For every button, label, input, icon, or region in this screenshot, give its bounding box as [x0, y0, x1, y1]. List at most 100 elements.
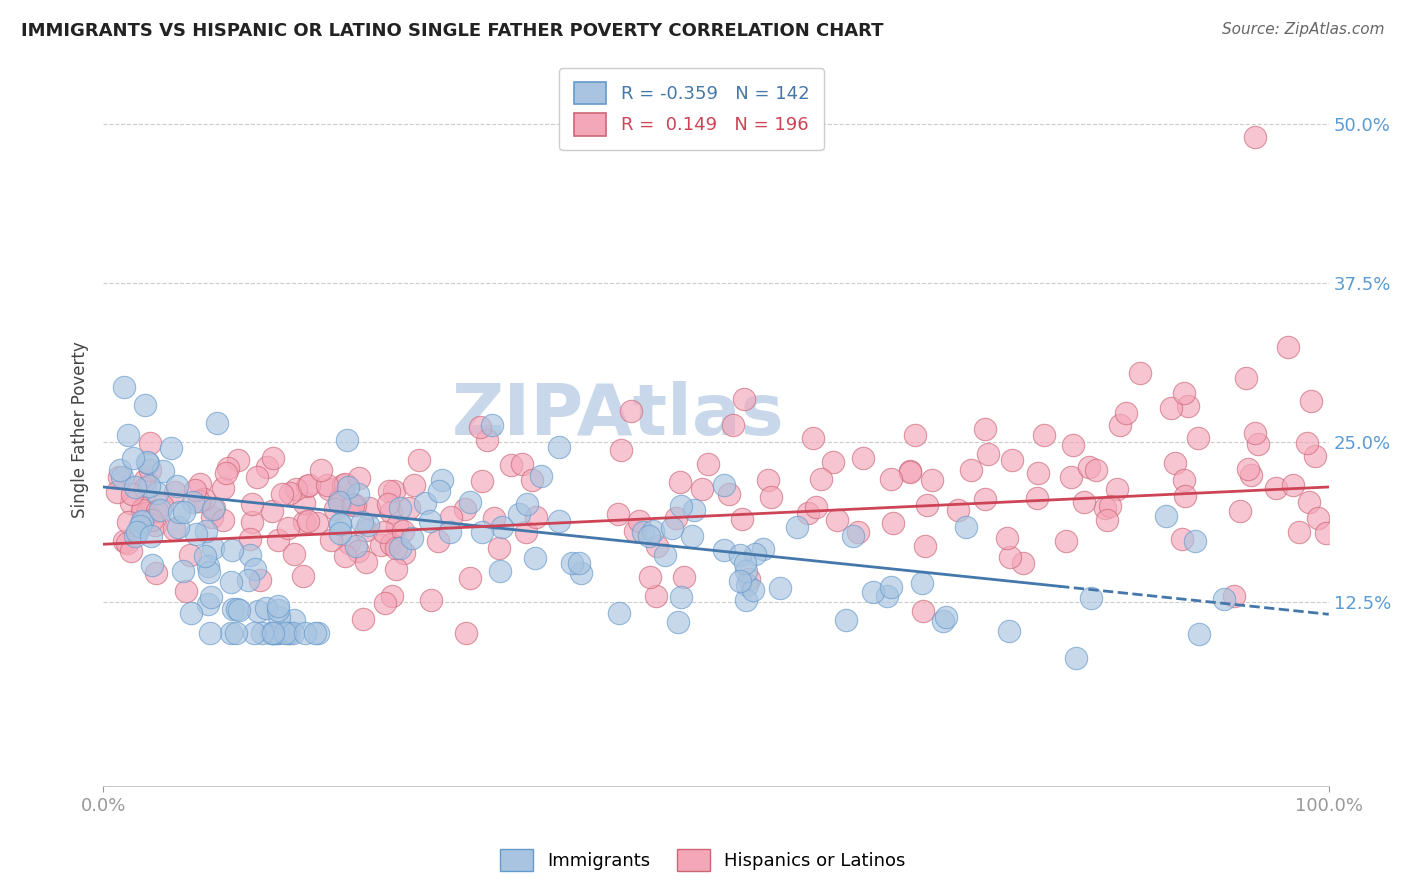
Point	[292, 496, 315, 510]
Point	[202, 500, 225, 515]
Point	[1173, 473, 1195, 487]
Point	[143, 518, 166, 533]
Point	[323, 501, 346, 516]
Point	[340, 496, 363, 510]
Point	[735, 592, 758, 607]
Point	[482, 511, 505, 525]
Point	[491, 520, 513, 534]
Point	[643, 524, 665, 538]
Point	[283, 613, 305, 627]
Point	[283, 547, 305, 561]
Point	[307, 626, 329, 640]
Point	[645, 589, 668, 603]
Point	[387, 519, 409, 533]
Point	[195, 524, 218, 538]
Point	[120, 544, 142, 558]
Point	[752, 542, 775, 557]
Point	[297, 479, 319, 493]
Point	[499, 458, 522, 472]
Point	[357, 501, 380, 516]
Legend: R = -0.359   N = 142, R =  0.149   N = 196: R = -0.359 N = 142, R = 0.149 N = 196	[560, 68, 824, 150]
Point	[179, 548, 201, 562]
Point	[1129, 366, 1152, 380]
Point	[568, 556, 591, 570]
Point	[347, 543, 370, 558]
Point	[329, 496, 352, 510]
Point	[530, 469, 553, 483]
Point	[226, 602, 249, 616]
Point	[510, 457, 533, 471]
Point	[246, 604, 269, 618]
Point	[252, 626, 274, 640]
Point	[342, 498, 364, 512]
Point	[733, 392, 755, 406]
Point	[125, 525, 148, 540]
Point	[1298, 495, 1320, 509]
Point	[354, 523, 377, 537]
Point	[122, 450, 145, 465]
Point	[1281, 477, 1303, 491]
Point	[1164, 456, 1187, 470]
Point	[879, 472, 901, 486]
Point	[1105, 482, 1128, 496]
Point	[292, 515, 315, 529]
Point	[475, 433, 498, 447]
Point	[131, 515, 153, 529]
Point	[309, 463, 332, 477]
Point	[344, 498, 367, 512]
Point	[959, 463, 981, 477]
Point	[108, 463, 131, 477]
Point	[266, 626, 288, 640]
Point	[163, 484, 186, 499]
Point	[508, 507, 530, 521]
Point	[419, 593, 441, 607]
Point	[391, 524, 413, 538]
Point	[1073, 495, 1095, 509]
Point	[671, 590, 693, 604]
Point	[352, 515, 374, 529]
Point	[131, 515, 153, 529]
Point	[1025, 491, 1047, 505]
Point	[226, 452, 249, 467]
Point	[522, 473, 544, 487]
Point	[912, 604, 935, 618]
Point	[862, 584, 884, 599]
Point	[1156, 509, 1178, 524]
Point	[1095, 513, 1118, 527]
Point	[756, 473, 779, 487]
Point	[413, 496, 436, 510]
Point	[977, 447, 1000, 461]
Point	[112, 379, 135, 393]
Point	[152, 464, 174, 478]
Point	[741, 583, 763, 598]
Point	[201, 541, 224, 555]
Point	[561, 556, 583, 570]
Point	[898, 465, 921, 479]
Point	[266, 602, 288, 616]
Point	[385, 562, 408, 576]
Point	[730, 549, 752, 563]
Point	[946, 502, 969, 516]
Point	[159, 441, 181, 455]
Point	[180, 606, 202, 620]
Point	[934, 610, 956, 624]
Point	[398, 500, 420, 515]
Point	[419, 514, 441, 528]
Point	[124, 529, 146, 543]
Point	[842, 529, 865, 543]
Point	[145, 566, 167, 580]
Point	[880, 580, 903, 594]
Point	[141, 513, 163, 527]
Point	[194, 549, 217, 563]
Point	[304, 626, 326, 640]
Point	[115, 535, 138, 549]
Point	[995, 531, 1018, 545]
Point	[139, 463, 162, 477]
Point	[346, 487, 368, 501]
Point	[243, 562, 266, 576]
Point	[548, 440, 571, 454]
Point	[321, 533, 343, 547]
Point	[932, 614, 955, 628]
Point	[184, 483, 207, 498]
Point	[294, 626, 316, 640]
